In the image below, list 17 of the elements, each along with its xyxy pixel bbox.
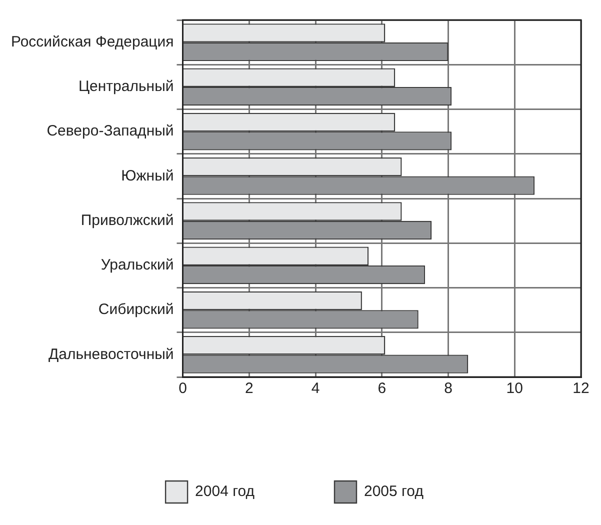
y-tick-label: Южный: [121, 167, 174, 184]
y-tick-label: Сибирский: [98, 301, 174, 318]
y-tick-label: Российская Федерация: [10, 33, 174, 50]
y-tick-label: Приволжский: [80, 212, 174, 229]
x-tick-label: 4: [311, 380, 320, 398]
y-tick-label: Уральский: [100, 256, 174, 274]
y-tick-label: Дальневосточный: [48, 346, 174, 363]
x-tick-label: 10: [506, 380, 523, 398]
x-tick-label: 8: [444, 380, 452, 398]
x-tick-label: 0: [178, 380, 187, 398]
y-tick-label: Центральный: [78, 78, 174, 96]
y-tick-label: Северо-Западный: [46, 122, 174, 140]
x-tick-label: 12: [572, 380, 590, 398]
legend-label: 2004 год: [195, 483, 255, 500]
x-tick-label: 6: [378, 380, 386, 398]
x-tick-label: 2: [244, 380, 254, 398]
legend-label: 2005 год: [364, 483, 424, 500]
